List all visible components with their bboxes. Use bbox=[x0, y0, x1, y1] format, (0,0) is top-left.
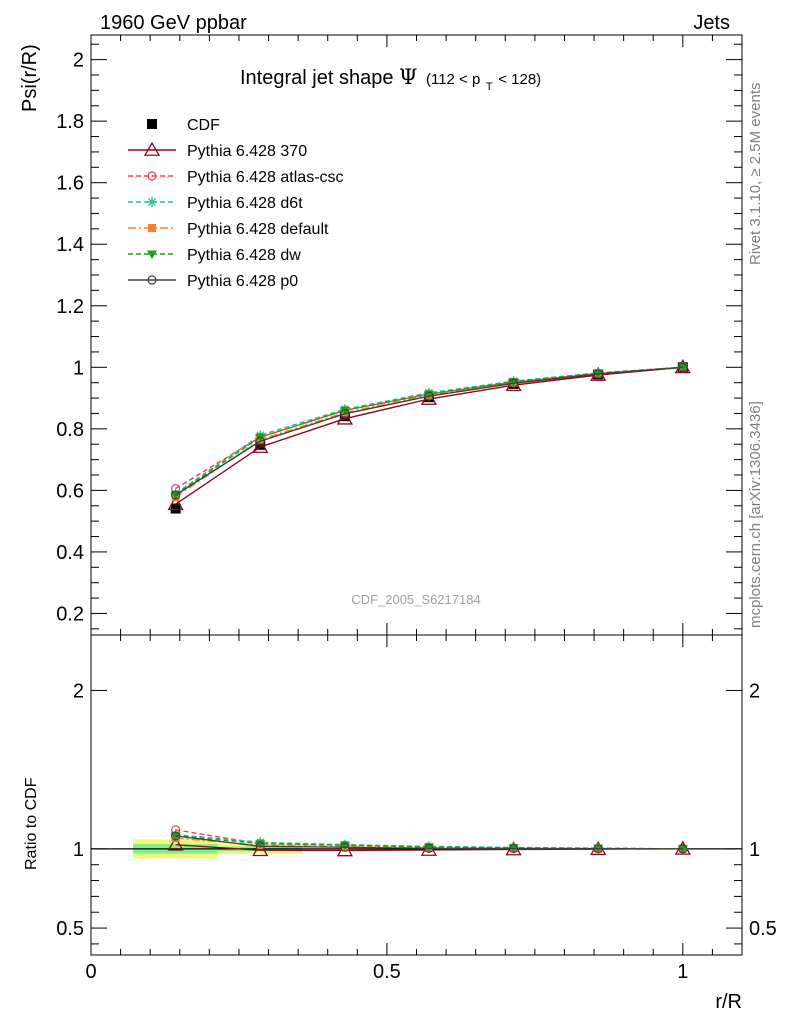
legend-label-atlas: Pythia 6.428 atlas-csc bbox=[187, 169, 344, 186]
series-line-dw bbox=[175, 366, 683, 496]
legend-marker-p370 bbox=[143, 141, 161, 156]
legend-label-p370: Pythia 6.428 370 bbox=[187, 143, 307, 160]
ratio-marker-p370 bbox=[167, 836, 184, 851]
legend-label-cdf: CDF bbox=[187, 117, 220, 134]
x-axis-label: r/R bbox=[715, 991, 742, 1013]
chart-title-main: Integral jet shape bbox=[240, 67, 393, 89]
header-left: 1960 GeV ppbar bbox=[100, 12, 247, 34]
series-marker-p370 bbox=[252, 438, 269, 453]
ratio-marker-p0 bbox=[255, 841, 265, 851]
side-label-rivet: Rivet 3.1.10, ≥ 2.5M events bbox=[747, 83, 764, 266]
series-marker-p0 bbox=[424, 391, 434, 401]
series-marker-p0 bbox=[171, 490, 181, 500]
series-line-default bbox=[175, 366, 683, 498]
chart-title-range-end: < 128) bbox=[498, 71, 541, 88]
ratio-y-tick-label: 1 bbox=[73, 839, 84, 861]
ratio-y-tick-label: 0.5 bbox=[56, 918, 84, 940]
main-y-tick-label: 0.2 bbox=[56, 603, 84, 625]
chart-title-range-sub: T bbox=[486, 81, 493, 93]
chart-title-symbol: Ψ bbox=[399, 65, 417, 89]
series-line-atlas bbox=[175, 366, 683, 490]
ratio-marker-p0 bbox=[593, 844, 603, 854]
legend-entry-dw: Pythia 6.428 dw bbox=[128, 247, 301, 264]
ratio-panel: 0.5 0.51 12 20 0.5 1 bbox=[56, 634, 777, 983]
ratio-y-tick-label: 2 bbox=[73, 680, 84, 702]
legend-entry-p370: Pythia 6.428 370 bbox=[128, 141, 307, 160]
cdf-data-point bbox=[170, 503, 181, 514]
ratio-line-p0 bbox=[175, 835, 683, 850]
main-y-axis-label: Psi(r/R) bbox=[19, 44, 41, 112]
series-marker-p0 bbox=[508, 378, 519, 388]
x-tick-label: 0 bbox=[85, 961, 96, 983]
ratio-marker-p0 bbox=[508, 843, 519, 854]
legend-entry-default: Pythia 6.428 default bbox=[128, 221, 329, 238]
main-y-tick-label: 0.6 bbox=[56, 480, 84, 502]
main-y-tick-label: 0.4 bbox=[56, 542, 84, 564]
legend-entry-atlas: Pythia 6.428 atlas-csc bbox=[128, 169, 344, 186]
ratio-marker-p0 bbox=[424, 843, 434, 853]
series-marker-p0 bbox=[340, 409, 350, 419]
main-y-tick-label: 2 bbox=[73, 50, 84, 72]
main-y-tick-label: 1.8 bbox=[56, 111, 84, 133]
ratio-series-p0 bbox=[171, 831, 688, 854]
main-y-tick-label: 1.6 bbox=[56, 173, 84, 195]
series-d6t bbox=[170, 362, 688, 499]
series-line-d6t bbox=[175, 366, 683, 495]
series-marker-p0 bbox=[678, 362, 688, 372]
x-tick-label: 1 bbox=[677, 961, 688, 983]
series-cdf bbox=[170, 362, 688, 514]
legend-label-dw: Pythia 6.428 dw bbox=[187, 247, 301, 264]
watermark: CDF_2005_S6217184 bbox=[351, 592, 480, 607]
side-label-mcplots: mcplots.cern.ch [arXiv:1306.3436] bbox=[747, 401, 764, 628]
series-marker-dw bbox=[255, 433, 266, 443]
series-default bbox=[171, 363, 687, 502]
ratio-panel-frame bbox=[90, 634, 743, 956]
main-panel: 0.2 0.4 0.6 0.8 1 1.2 1.4 1.6 1.8 2 bbox=[56, 34, 743, 636]
legend-marker-atlas bbox=[147, 171, 157, 181]
series-marker-p0 bbox=[593, 369, 603, 379]
chart-title: Integral jet shape Ψ (112 < p T < 128) bbox=[240, 65, 541, 95]
series-marker-dw bbox=[677, 363, 688, 373]
series-p370 bbox=[167, 358, 691, 511]
main-y-tick-label: 0.8 bbox=[56, 419, 84, 441]
legend-marker-default bbox=[148, 224, 156, 232]
legend-label-p0: Pythia 6.428 p0 bbox=[187, 273, 298, 290]
legend-entry-p0: Pythia 6.428 p0 bbox=[128, 273, 298, 290]
legend-label-d6t: Pythia 6.428 d6t bbox=[187, 195, 303, 212]
chart-title-range: (112 < p bbox=[426, 71, 480, 88]
legend-entry-d6t: Pythia 6.428 d6t bbox=[128, 195, 303, 212]
legend: CDF Pythia 6.428 370 Pythia 6.428 atlas-cs… bbox=[128, 117, 344, 290]
ratio-marker-p0 bbox=[340, 842, 350, 852]
legend-entry-cdf: CDF bbox=[147, 117, 220, 134]
ratio-marker-p370 bbox=[252, 841, 269, 857]
legend-marker-cdf bbox=[147, 119, 157, 129]
legend-marker-d6t bbox=[147, 197, 157, 207]
series-marker-p0 bbox=[255, 436, 265, 446]
series-atlas bbox=[171, 362, 688, 494]
header-right: Jets bbox=[693, 12, 730, 34]
ratio-marker-p0 bbox=[678, 844, 688, 854]
series-marker-p370 bbox=[167, 495, 184, 511]
series-p0 bbox=[171, 362, 688, 500]
ratio-y-tick-label-right: 2 bbox=[749, 680, 760, 702]
ratio-marker-p0 bbox=[171, 831, 181, 841]
series-line-p0 bbox=[175, 366, 683, 496]
ratio-y-tick-label-right: 1 bbox=[749, 839, 760, 861]
series-line-p370 bbox=[175, 366, 683, 505]
x-tick-label: 0.5 bbox=[373, 961, 401, 983]
ratio-marker-dw bbox=[255, 840, 266, 849]
legend-marker-p0 bbox=[147, 275, 157, 285]
legend-marker-dw bbox=[147, 250, 157, 259]
ratio-marker-dw bbox=[677, 845, 688, 854]
series-dw bbox=[170, 363, 688, 500]
main-y-tick-label: 1.2 bbox=[56, 296, 84, 318]
main-y-tick-label: 1 bbox=[73, 357, 84, 379]
series-marker-p370 bbox=[336, 410, 354, 425]
legend-label-default: Pythia 6.428 default bbox=[187, 221, 329, 238]
main-y-tick-label: 1.4 bbox=[56, 234, 84, 256]
ratio-y-tick-label-right: 0.5 bbox=[749, 918, 777, 940]
series-marker-dw bbox=[339, 406, 350, 416]
ratio-y-axis-label: Ratio to CDF bbox=[23, 777, 40, 870]
